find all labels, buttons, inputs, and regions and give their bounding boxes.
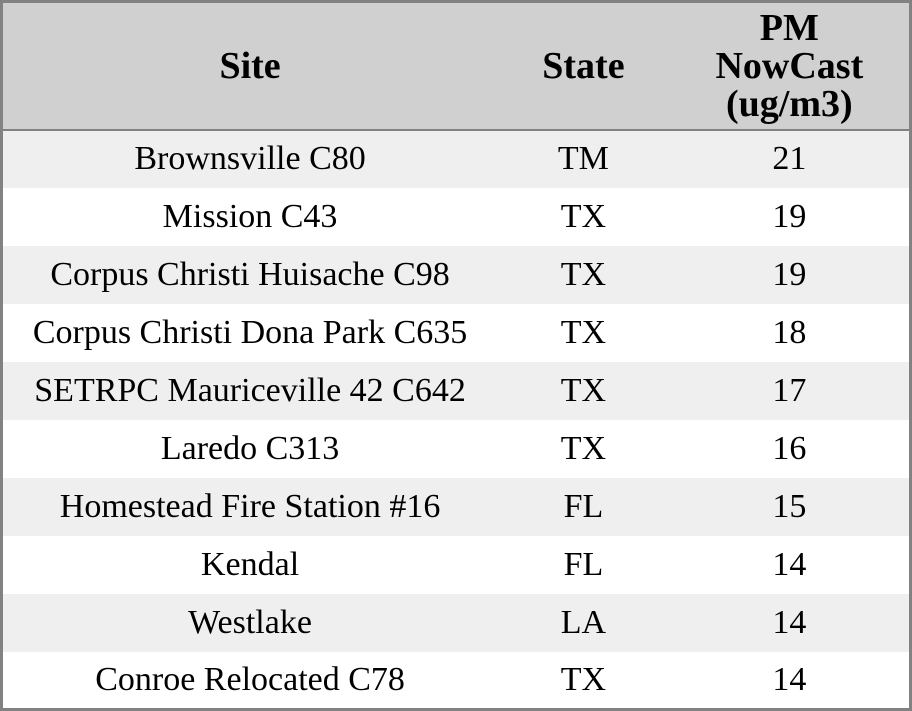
table-row: Brownsville C80 TM 21 xyxy=(1,129,911,188)
value-cell: 15 xyxy=(772,487,807,525)
table-row: Homestead Fire Station #16 FL 15 xyxy=(1,477,911,536)
value-cell: 21 xyxy=(772,140,807,177)
column-header-state: State xyxy=(497,1,670,131)
site-cell: Westlake xyxy=(188,603,312,641)
state-cell: FL xyxy=(563,487,604,525)
state-cell: LA xyxy=(560,603,607,641)
header-row: Site State PM NowCast (ug/m3) xyxy=(1,1,911,131)
table-row: Laredo C313 TX 16 xyxy=(1,419,911,478)
state-cell: TX xyxy=(560,429,607,467)
value-cell: 16 xyxy=(772,429,807,467)
state-cell: TX xyxy=(560,371,607,409)
site-cell: Conroe Relocated C78 xyxy=(95,660,405,698)
site-cell: Laredo C313 xyxy=(160,429,340,467)
site-cell: Brownsville C80 xyxy=(134,140,366,177)
state-cell: FL xyxy=(563,545,604,583)
table-row: Mission C43 TX 19 xyxy=(1,187,911,246)
table-row: Kendal FL 14 xyxy=(1,535,911,594)
column-header-site: Site xyxy=(1,1,498,131)
state-cell: TX xyxy=(560,255,607,293)
table-row: SETRPC Mauriceville 42 C642 TX 17 xyxy=(1,361,911,420)
value-cell: 19 xyxy=(772,197,807,235)
table-row: Corpus Christi Huisache C98 TX 19 xyxy=(1,245,911,304)
table-body: Brownsville C80 TM 21 Mission C43 TX 19 … xyxy=(1,129,911,710)
table-row: Westlake LA 14 xyxy=(1,593,911,652)
column-header-pm-nowcast: PM NowCast (ug/m3) xyxy=(669,1,911,131)
table-row: Conroe Relocated C78 TX 14 xyxy=(1,651,911,710)
site-cell: Mission C43 xyxy=(162,197,338,235)
site-cell: Kendal xyxy=(200,545,300,583)
site-cell: Corpus Christi Dona Park C635 xyxy=(32,313,468,351)
value-cell: 19 xyxy=(772,255,807,293)
site-cell: SETRPC Mauriceville 42 C642 xyxy=(34,371,466,409)
value-cell: 14 xyxy=(772,660,807,698)
value-cell: 18 xyxy=(772,313,807,351)
state-cell: TM xyxy=(557,140,609,177)
state-cell: TX xyxy=(560,313,607,351)
value-cell: 14 xyxy=(772,545,807,583)
table-header: Site State PM NowCast (ug/m3) xyxy=(1,1,911,131)
site-cell: Homestead Fire Station #16 xyxy=(59,487,441,525)
state-cell: TX xyxy=(560,197,607,235)
state-cell: TX xyxy=(560,660,607,698)
value-cell: 14 xyxy=(772,603,807,641)
value-cell: 17 xyxy=(772,371,807,409)
table-row: Corpus Christi Dona Park C635 TX 18 xyxy=(1,303,911,362)
site-cell: Corpus Christi Huisache C98 xyxy=(50,255,450,293)
